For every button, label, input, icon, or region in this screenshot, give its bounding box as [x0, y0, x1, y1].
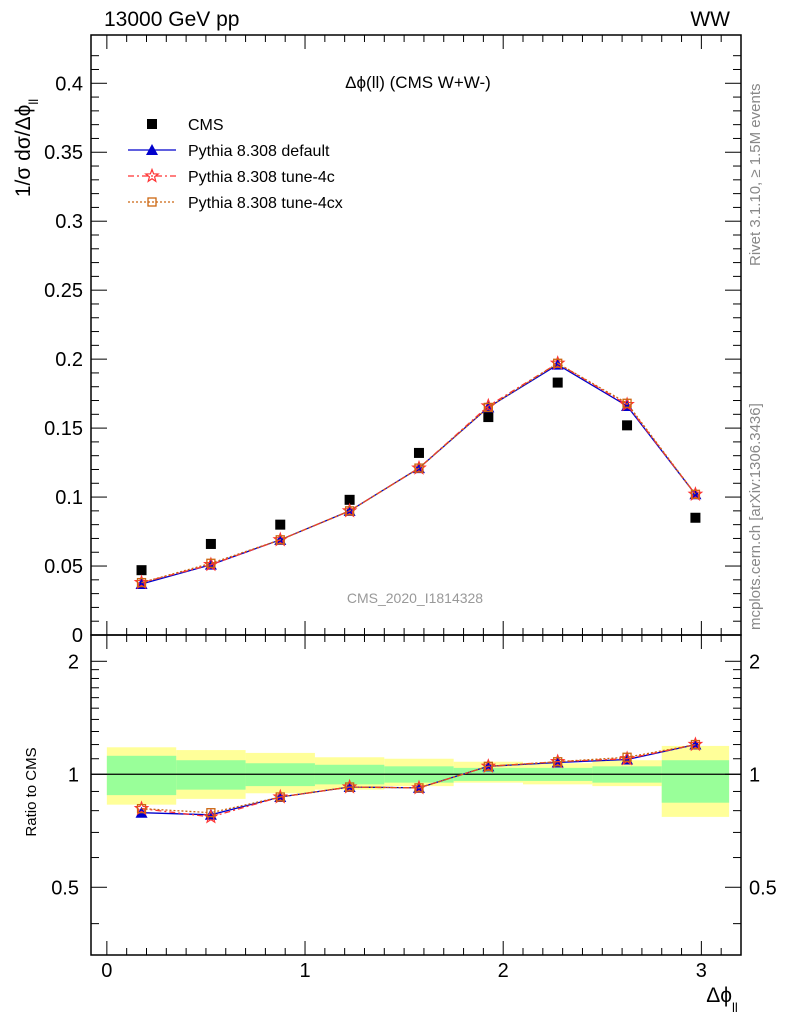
- y-axis-label: 1/σ dσ/Δϕll: [12, 99, 41, 197]
- y-tick-label-0.1: 0.1: [55, 487, 83, 509]
- legend-label-2: Pythia 8.308 tune-4c: [188, 169, 335, 186]
- series-3-point-6: [553, 358, 563, 368]
- series-3-point-8: [690, 489, 701, 499]
- legend: CMS Pythia 8.308 default Pythia 8.308 tune…: [128, 117, 343, 212]
- series-3-ratio-point-2: [275, 792, 285, 802]
- series-3-point-0: [136, 577, 147, 588]
- series-0-point-1: [205, 538, 216, 549]
- ratio-tick-label-1: 1: [68, 764, 79, 786]
- series-3-ratio-point-6: [553, 757, 563, 767]
- x-tick-label-3: 3: [696, 960, 707, 982]
- y-tick-label-0: 0: [72, 625, 83, 647]
- legend-marker-1: [146, 144, 158, 155]
- y-tick-label-0.3: 0.3: [55, 211, 83, 233]
- series-2-ratio-point-3: [341, 778, 358, 794]
- x-axis-label: Δϕll: [706, 984, 738, 1015]
- legend-marker-0: [147, 119, 157, 129]
- x-tick-label-1: 1: [299, 960, 310, 982]
- series-3-ratio-point-0: [136, 803, 147, 814]
- series-0-point-4: [413, 447, 424, 458]
- series-1-main-line: [141, 363, 696, 585]
- series-3-point-7: [622, 398, 632, 408]
- series-0-point-6: [552, 377, 563, 388]
- ratio-plot-border: [90, 634, 742, 956]
- ratio-y-axis-label: Ratio to CMS: [23, 747, 40, 836]
- series-0-point-8: [690, 512, 701, 523]
- series-3-ratio-point-1: [206, 808, 216, 818]
- series-3-point-1: [206, 558, 216, 568]
- series-2-point-3: [341, 502, 358, 518]
- band-inner-1: [176, 760, 246, 790]
- legend-label-1: Pythia 8.308 default: [188, 143, 330, 160]
- series-3-ratio-point-4: [414, 783, 424, 793]
- series-0-point-0: [136, 565, 147, 576]
- series-3-point-2: [275, 535, 285, 545]
- series-2-ratio-point-1: [203, 808, 219, 824]
- series-0-point-5: [483, 412, 494, 423]
- y-tick-label-0.25: 0.25: [44, 280, 83, 302]
- header-energy-label: 13000 GeV pp: [104, 8, 240, 31]
- series-3-ratio-point-5: [483, 761, 493, 771]
- ratio-uncertainty-bands: [106, 745, 730, 817]
- series-0-point-2: [275, 519, 286, 530]
- series-2-point-6: [549, 355, 566, 370]
- series-3-ratio-line: [141, 743, 696, 814]
- series-3-point-5: [483, 402, 493, 413]
- y-tick-label-0.05: 0.05: [44, 556, 83, 578]
- series-3-ratio-point-8: [690, 739, 701, 750]
- band-inner-0: [106, 755, 177, 796]
- header-process-label: WW: [690, 8, 730, 31]
- chart-title: Δϕ(ll) (CMS W+W-): [345, 73, 491, 92]
- series-2-ratio-point-6: [549, 753, 566, 769]
- ratio-plot-frame: 0 1 2 3 0.5 0.5 1 1 2 2: [51, 634, 777, 982]
- analysis-watermark: CMS_2020_I1814328: [347, 590, 483, 606]
- series-3-point-3: [344, 506, 355, 516]
- series-0-point-3: [344, 494, 355, 505]
- ratio-tick-label-right-1: 1: [749, 764, 760, 786]
- legend-label-0: CMS: [188, 117, 224, 134]
- data-series: [133, 355, 704, 824]
- band-inner-8: [661, 760, 730, 803]
- ratio-tick-label-right-2: 2: [749, 651, 760, 673]
- y-tick-label-0.35: 0.35: [44, 142, 83, 164]
- series-3-main-line: [141, 362, 696, 584]
- series-0-point-7: [622, 420, 633, 431]
- legend-label-3: Pythia 8.308 tune-4cx: [188, 195, 343, 212]
- series-3-ratio-point-3: [344, 782, 355, 792]
- x-tick-label-0: 0: [101, 960, 112, 982]
- ratio-tick-label-2: 2: [68, 651, 79, 673]
- x-tick-label-2: 2: [498, 960, 509, 982]
- y-tick-label-0.15: 0.15: [44, 418, 83, 440]
- series-3-point-4: [414, 463, 424, 473]
- legend-marker-3: [147, 197, 157, 207]
- legend-marker-2: [144, 167, 160, 183]
- series-3-ratio-point-7: [622, 752, 632, 762]
- ratio-tick-label-right-0.5: 0.5: [749, 877, 777, 899]
- y-tick-label-0.4: 0.4: [55, 73, 83, 95]
- y-tick-label-0.2: 0.2: [55, 349, 83, 371]
- ratio-tick-label-0.5: 0.5: [51, 877, 79, 899]
